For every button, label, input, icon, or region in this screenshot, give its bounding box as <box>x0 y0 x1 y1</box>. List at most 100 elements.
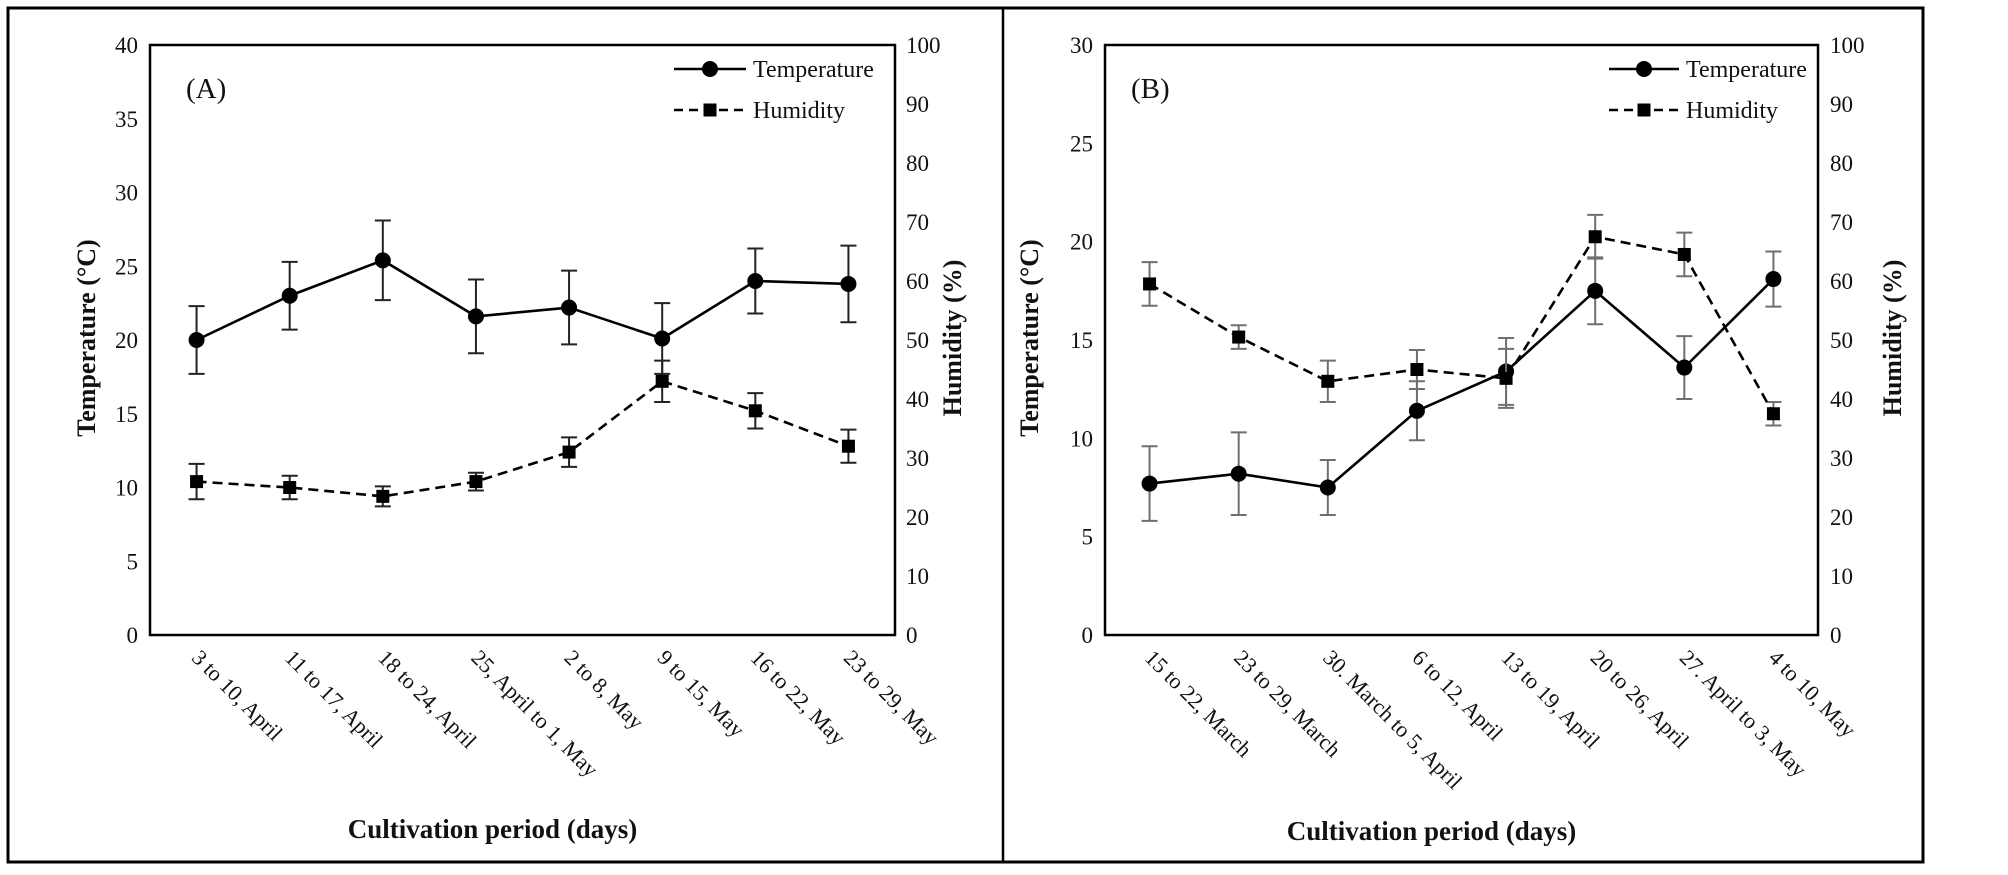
right-tick-label: 90 <box>1830 92 1853 117</box>
left-tick-label: 40 <box>115 33 138 58</box>
temperature-series <box>188 219 857 375</box>
humidity-point-marker <box>190 475 204 489</box>
right-tick-label: 10 <box>1830 564 1853 589</box>
legend-label: Humidity <box>753 98 845 124</box>
right-tick-label: 30 <box>1830 446 1853 471</box>
humidity-series <box>188 359 857 508</box>
outer-border <box>6 6 1925 864</box>
right-tick-label: 60 <box>906 269 929 294</box>
left-tick-label: 0 <box>1082 623 1094 648</box>
left-tick-label: 5 <box>1082 525 1094 550</box>
right-tick-label: 80 <box>906 151 929 176</box>
temperature-point-marker <box>1230 465 1247 482</box>
left-tick-label: 15 <box>115 402 138 427</box>
left-tick-label: 20 <box>115 328 138 353</box>
left-tick-label: 30 <box>1070 33 1093 58</box>
right-tick-label: 20 <box>1830 505 1853 530</box>
legend-circle-marker <box>1636 61 1652 77</box>
left-tick-label: 5 <box>127 549 139 574</box>
temperature-point-marker <box>188 332 205 348</box>
right-tick-label: 40 <box>1830 387 1853 412</box>
panel-letter: (A) <box>186 73 226 105</box>
humidity-error-bars <box>1141 213 1782 427</box>
right-axis-title: Humidity (%) <box>1878 260 1907 417</box>
right-tick-label: 100 <box>906 33 941 58</box>
humidity-point-marker <box>1766 407 1780 421</box>
temperature-point-marker <box>561 299 578 316</box>
humidity-line <box>1148 235 1775 415</box>
temperature-series <box>1141 250 1782 522</box>
chart-panel-b: 0 5 10 15 20 25 30 0 10 20 30 40 50 60 70 80 90 100 15 to … <box>1015 33 1907 846</box>
x-category-label: 2 to 8, May <box>560 645 649 734</box>
temperature-markers <box>1141 271 1782 496</box>
right-tick-label: 90 <box>906 92 929 117</box>
temperature-point-marker <box>1676 359 1693 376</box>
temperature-point-marker <box>467 308 484 325</box>
humidity-point-marker <box>841 439 855 453</box>
humidity-point-marker <box>1143 277 1157 291</box>
right-tick-label: 50 <box>1830 328 1853 353</box>
legend-circle-marker <box>702 61 718 77</box>
left-tick-label: 10 <box>1070 426 1093 451</box>
x-category-label: 4 to 10, May <box>1764 645 1861 742</box>
right-tick-label: 0 <box>906 623 918 648</box>
panel-letter: (B) <box>1131 73 1170 105</box>
plot-frame <box>148 43 897 637</box>
plot-frame <box>1103 43 1820 637</box>
right-tick-label: 100 <box>1830 33 1865 58</box>
right-tick-label: 20 <box>906 505 929 530</box>
humidity-point-marker <box>1499 371 1513 385</box>
legend-square-marker <box>703 103 717 117</box>
x-category-label: 23 to 29, May <box>839 645 944 750</box>
left-tick-label: 0 <box>127 623 139 648</box>
humidity-line <box>196 379 849 498</box>
x-category-label: 18 to 24, April <box>373 645 481 753</box>
x-category-label: 3 to 10, April <box>187 645 288 746</box>
right-tick-label: 80 <box>1830 151 1853 176</box>
humidity-point-marker <box>562 445 576 459</box>
humidity-point-marker <box>1588 230 1602 244</box>
right-axis-ticks: 0 10 20 30 40 50 60 70 80 90 100 <box>1830 33 1865 648</box>
humidity-point-marker <box>1410 363 1424 376</box>
left-tick-label: 30 <box>115 181 138 206</box>
temperature-point-marker <box>840 275 857 292</box>
humidity-point-marker <box>1677 247 1691 261</box>
right-tick-label: 70 <box>1830 210 1853 235</box>
legend-label: Temperature <box>753 57 874 83</box>
temperature-point-marker <box>1765 271 1782 288</box>
temperature-point-marker <box>654 330 671 347</box>
right-tick-label: 60 <box>1830 269 1853 294</box>
legend: Temperature Humidity <box>1609 57 1807 124</box>
legend-label: Humidity <box>1686 98 1778 124</box>
humidity-markers <box>190 374 855 503</box>
legend-square-marker <box>1637 103 1651 117</box>
temperature-line <box>1149 278 1775 489</box>
temperature-point-marker <box>281 287 298 304</box>
temperature-point-marker <box>1587 282 1604 299</box>
humidity-point-marker <box>655 374 669 388</box>
right-tick-label: 50 <box>906 328 929 353</box>
left-tick-label: 25 <box>1070 131 1093 156</box>
legend: Temperature Humidity <box>674 57 874 124</box>
humidity-series <box>1141 213 1782 427</box>
left-axis-ticks: 0 5 10 15 20 25 30 35 40 <box>115 33 138 648</box>
humidity-point-marker <box>469 475 483 489</box>
x-category-label: 16 to 22, May <box>746 645 851 750</box>
left-tick-label: 35 <box>115 107 138 132</box>
humidity-markers <box>1143 230 1780 421</box>
left-tick-label: 15 <box>1070 328 1093 353</box>
right-tick-label: 30 <box>906 446 929 471</box>
temperature-point-marker <box>374 252 391 269</box>
humidity-error-bars <box>188 359 857 508</box>
humidity-point-marker <box>748 404 762 418</box>
left-axis-title: Temperature (°C) <box>1015 239 1044 436</box>
left-tick-label: 10 <box>115 476 138 501</box>
temperature-point-marker <box>1408 402 1425 419</box>
right-tick-label: 10 <box>906 564 929 589</box>
figure-border <box>6 6 1925 864</box>
chart-panel-a: 0 5 10 15 20 25 30 35 40 0 10 20 30 40 50 60 70 80 90 100 3 … <box>72 33 967 844</box>
right-tick-label: 70 <box>906 210 929 235</box>
